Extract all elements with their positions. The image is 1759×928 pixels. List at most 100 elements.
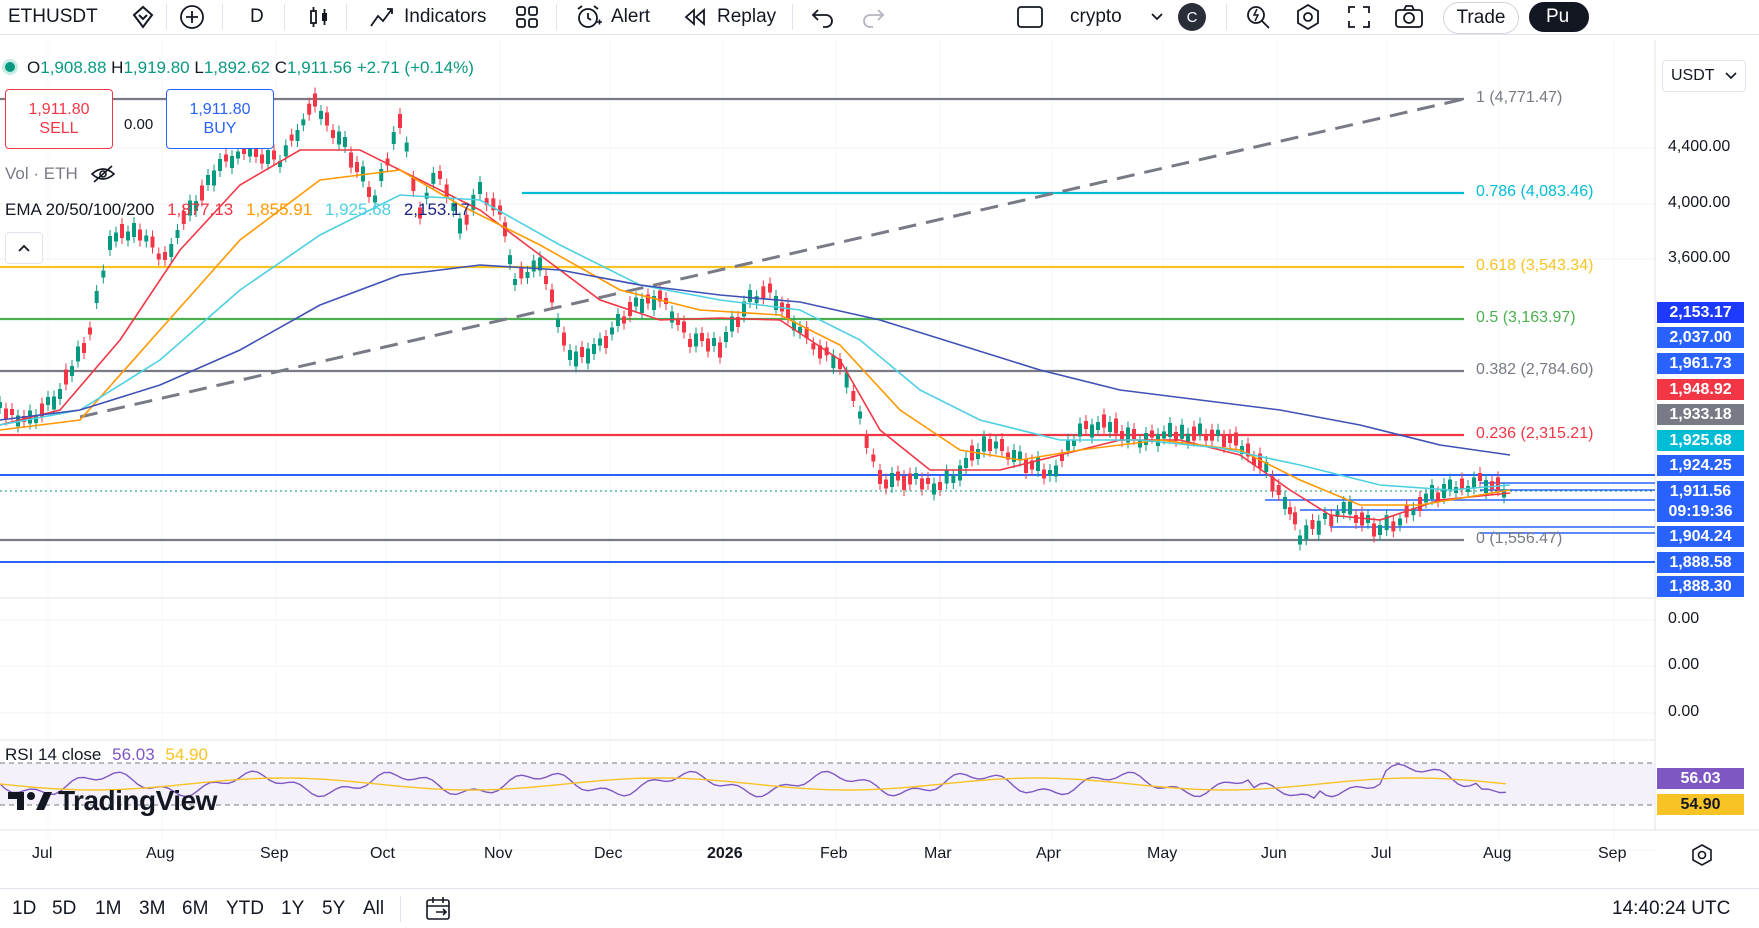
collapse-legend-button[interactable] <box>5 232 43 264</box>
candle-body <box>844 372 849 388</box>
candle-body <box>325 112 329 126</box>
price-axis-label: 4,400.00 <box>1668 138 1731 155</box>
candle-body <box>1391 521 1396 532</box>
candle-body <box>1030 460 1034 470</box>
range-button[interactable]: 1Y <box>281 897 305 919</box>
indicators-button[interactable]: Indicators <box>368 0 486 34</box>
range-button[interactable]: 1D <box>12 897 37 919</box>
ema-legend: EMA 20/50/100/200 1,877.13 1,855.91 1,92… <box>5 200 470 220</box>
range-button[interactable]: 5D <box>52 897 77 919</box>
candle-body <box>1472 477 1476 489</box>
layout-name[interactable]: crypto <box>1070 6 1122 27</box>
range-button[interactable]: 5Y <box>322 897 346 919</box>
candle-body <box>768 283 772 293</box>
tradingview-logo[interactable]: TradingView <box>8 785 217 817</box>
fib-level-label: 0.786 (4,083.46) <box>1476 183 1594 200</box>
currency-select[interactable]: USDT <box>1662 60 1746 92</box>
templates-icon[interactable] <box>514 0 540 34</box>
price-axis-label: 3,600.00 <box>1668 249 1731 266</box>
candle-body <box>682 321 686 333</box>
ema100-value: 1,925.68 <box>324 200 392 219</box>
fib-level-label: 0 (1,556.47) <box>1476 530 1563 547</box>
range-button[interactable]: 6M <box>182 897 209 919</box>
buy-label: BUY <box>203 120 237 137</box>
axis-settings-icon[interactable] <box>1690 843 1714 872</box>
add-symbol-icon[interactable] <box>178 0 206 34</box>
rsi-tag: 54.90 <box>1657 794 1744 815</box>
open-label: O <box>27 58 41 77</box>
candle-body <box>1120 431 1124 441</box>
symbol-search[interactable]: ETHUSDT <box>8 6 98 27</box>
candle-body <box>76 346 80 362</box>
candle-body <box>144 235 149 242</box>
trade-button[interactable]: Trade <box>1443 2 1519 34</box>
redo-icon[interactable] <box>860 0 886 34</box>
rsi-value: 56.03 <box>112 745 155 764</box>
camera-icon[interactable] <box>1394 0 1424 34</box>
candle-body <box>712 338 716 346</box>
range-button[interactable]: 1M <box>95 897 122 919</box>
time-axis-label: Sep <box>260 845 289 862</box>
chevron-down-icon[interactable] <box>1150 0 1164 34</box>
candle-body <box>404 142 409 152</box>
avatar[interactable]: C <box>1178 0 1206 34</box>
tradingview-coin-icon[interactable] <box>130 0 156 34</box>
range-button[interactable]: All <box>363 897 385 919</box>
candle-body <box>920 478 924 490</box>
avatar-letter: C <box>1178 3 1206 31</box>
alert-button[interactable]: Alert <box>575 0 650 34</box>
candle-body <box>46 397 50 405</box>
candle-body <box>1348 501 1352 515</box>
range-button[interactable]: 3M <box>139 897 166 919</box>
fib-level-label: 0.236 (2,315.21) <box>1476 425 1594 442</box>
candle-body <box>175 230 180 238</box>
settings-icon[interactable] <box>1294 0 1322 34</box>
layout-select-icon[interactable] <box>1016 0 1044 34</box>
chevron-up-icon <box>18 244 30 252</box>
candle-body <box>586 348 590 364</box>
candle-body <box>926 478 930 484</box>
candle-body <box>398 114 402 128</box>
publish-button[interactable]: Pu <box>1529 2 1589 32</box>
time-axis-label: Aug <box>1483 845 1512 862</box>
candle-body <box>818 345 822 359</box>
candle-body <box>700 333 704 341</box>
clock[interactable]: 14:40:24 UTC <box>1612 897 1731 919</box>
candle-body <box>652 296 656 310</box>
candle-body <box>598 338 602 346</box>
candle-body <box>604 336 608 348</box>
chart-area[interactable] <box>0 40 1759 888</box>
replay-label: Replay <box>717 6 777 27</box>
high-value: 1,919.80 <box>123 58 190 77</box>
price-tag: 1,925.68 <box>1657 430 1744 451</box>
trend-line <box>79 97 1465 419</box>
price-chart[interactable] <box>0 40 1759 888</box>
market-status-dot <box>5 62 15 72</box>
candles-icon[interactable] <box>306 0 332 34</box>
quick-search-icon[interactable] <box>1244 0 1272 34</box>
candle-body <box>150 236 155 248</box>
candle-body <box>1186 433 1190 443</box>
date-range-icon[interactable] <box>424 889 454 928</box>
interval-button[interactable]: D <box>250 6 264 27</box>
time-axis-label: Mar <box>924 845 952 862</box>
undo-icon[interactable] <box>810 0 836 34</box>
candle-body <box>1228 435 1232 443</box>
candle-body <box>896 471 900 481</box>
price-axis-label: 0.00 <box>1668 656 1700 673</box>
replay-button[interactable]: Replay <box>683 0 776 34</box>
fullscreen-icon[interactable] <box>1346 0 1372 34</box>
candle-body <box>811 343 816 350</box>
rsi-tag: 56.03 <box>1657 768 1744 789</box>
price-tag: 1,888.58 <box>1657 552 1744 573</box>
rsi-ma-line <box>0 777 1507 791</box>
range-button[interactable]: YTD <box>226 897 264 919</box>
price-axis-label: 0.00 <box>1668 610 1700 627</box>
buy-button[interactable]: 1,911.80 BUY <box>166 89 274 149</box>
candle-body <box>1144 433 1148 445</box>
sell-button[interactable]: 1,911.80 SELL <box>5 89 113 149</box>
eye-crossed-icon[interactable] <box>90 164 116 184</box>
candle-body <box>498 205 502 215</box>
candle-body <box>1329 515 1334 526</box>
candle-body <box>944 470 949 484</box>
